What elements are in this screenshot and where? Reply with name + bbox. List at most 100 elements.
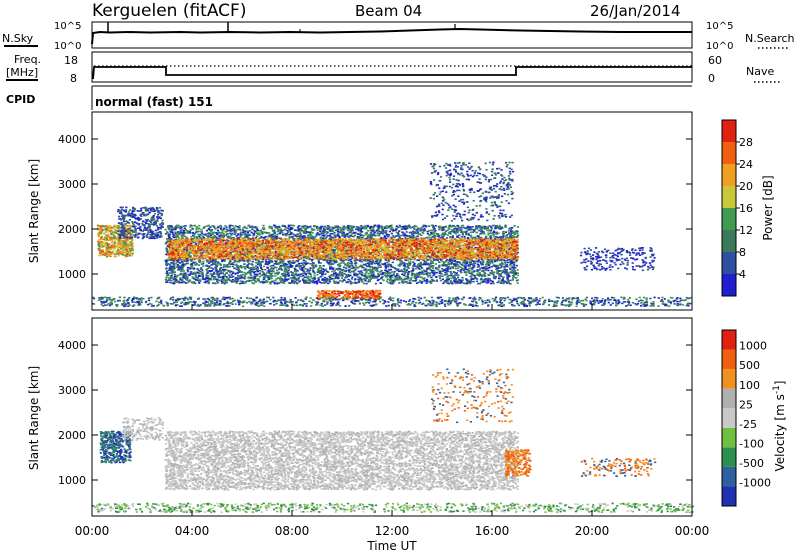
echo-cell <box>161 210 164 212</box>
echo-cell <box>152 217 155 220</box>
echo-cell <box>455 264 458 267</box>
echo-cell <box>219 224 222 227</box>
echo-cell <box>413 228 416 230</box>
echo-cell <box>161 223 165 225</box>
echo-cell <box>106 225 109 227</box>
echo-cell <box>486 277 489 280</box>
echo-cell <box>365 271 368 274</box>
echo-cell <box>241 280 244 283</box>
echo-cell <box>266 266 269 269</box>
echo-cell <box>158 207 162 209</box>
echo-cell <box>120 234 123 237</box>
echo-cell <box>179 277 182 279</box>
echo-cell <box>359 230 362 233</box>
echo-cell <box>341 277 344 279</box>
echo-cell <box>141 212 144 214</box>
echo-cell <box>399 262 402 264</box>
echo-cell <box>369 227 372 229</box>
echo-cell <box>373 277 377 279</box>
echo-cell <box>276 230 279 233</box>
echo-cell <box>105 228 108 230</box>
echo-cell <box>119 248 123 250</box>
echo-cell <box>316 227 319 229</box>
echo-cell <box>177 226 180 229</box>
echo-cell <box>371 269 374 271</box>
echo-cell <box>128 209 132 211</box>
echo-cell <box>108 228 111 231</box>
echo-cell <box>152 216 155 218</box>
echo-cell <box>136 234 139 236</box>
echo-cell <box>150 221 153 224</box>
echo-cell <box>209 261 212 263</box>
echo-cell <box>117 215 121 218</box>
echo-cell <box>272 268 275 270</box>
echo-cell <box>104 239 107 242</box>
echo-cell <box>131 209 134 211</box>
echo-cell <box>176 235 179 238</box>
echo-cell <box>228 265 231 268</box>
echo-cell <box>418 265 421 268</box>
echo-cell <box>322 230 325 233</box>
echo-cell <box>471 271 474 273</box>
echo-cell <box>201 269 204 271</box>
echo-cell <box>234 279 237 281</box>
echo-cell <box>126 240 129 242</box>
echo-cell <box>292 279 295 282</box>
echo-cell <box>334 229 337 231</box>
echo-cell <box>508 267 512 270</box>
echo-cell <box>232 280 235 283</box>
echo-cell <box>110 246 114 249</box>
echo-cell <box>260 236 263 239</box>
echo-cell <box>408 264 411 267</box>
echo-cell <box>265 280 268 282</box>
echo-cell <box>125 235 128 238</box>
echo-cell <box>186 267 190 269</box>
echo-cell <box>118 224 121 227</box>
echo-cell <box>145 214 148 217</box>
echo-cell <box>115 237 118 239</box>
echo-cell <box>506 265 509 268</box>
echo-cell <box>150 230 153 233</box>
echo-cell <box>111 238 114 240</box>
echo-cell <box>297 273 300 276</box>
echo-cell <box>414 224 417 227</box>
echo-cell <box>295 260 298 262</box>
echo-cell <box>398 282 401 284</box>
echo-cell <box>335 273 338 275</box>
echo-cell <box>350 262 354 264</box>
echo-cell <box>144 229 147 231</box>
echo-cell <box>469 267 472 270</box>
echo-cell <box>113 225 116 228</box>
echo-cell <box>157 234 160 237</box>
echo-cell <box>344 277 347 279</box>
echo-cell <box>270 260 273 262</box>
echo-cell <box>127 222 131 224</box>
echo-cell <box>406 282 409 284</box>
echo-cell <box>312 270 315 273</box>
echo-cell <box>113 253 117 255</box>
echo-cell <box>326 227 329 229</box>
echo-cell <box>99 252 102 254</box>
echo-cell <box>100 249 104 252</box>
echo-cell <box>447 227 450 229</box>
echo-cell <box>264 281 267 284</box>
echo-cell <box>126 228 130 231</box>
echo-cell <box>405 231 408 233</box>
echo-cell <box>209 259 212 261</box>
echo-cell <box>189 271 193 273</box>
echo-cell <box>120 211 123 214</box>
echo-cell <box>227 279 230 281</box>
echo-cell <box>153 221 156 224</box>
echo-cell <box>152 232 155 235</box>
echo-cell <box>218 236 221 238</box>
echo-cell <box>128 219 132 221</box>
echo-cell <box>153 237 156 240</box>
noise-panel <box>91 21 693 49</box>
echo-cell <box>122 220 125 223</box>
echo-cell <box>121 247 124 249</box>
echo-cell <box>297 225 301 227</box>
echo-cell <box>244 268 247 270</box>
echo-cell <box>110 241 114 244</box>
echo-cell <box>400 277 403 279</box>
echo-cell <box>137 218 140 221</box>
